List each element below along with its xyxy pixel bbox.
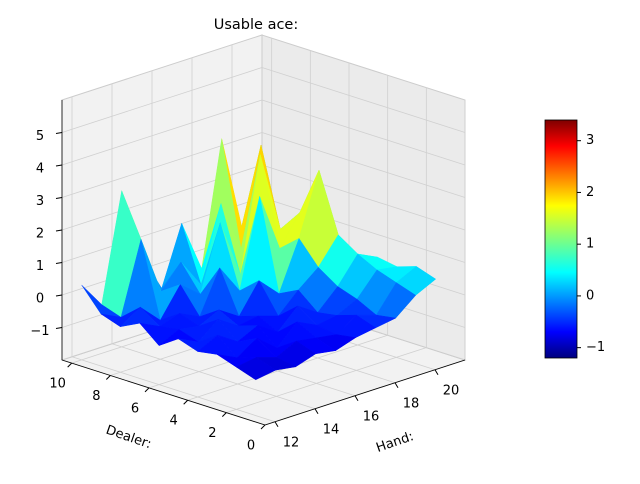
y-tick	[144, 387, 150, 393]
y-tick	[183, 399, 189, 405]
y-axis-label: Dealer:	[104, 423, 153, 453]
grid-line	[261, 132, 466, 198]
x-tick	[434, 369, 439, 376]
grid-line	[226, 347, 427, 413]
chart-title: Usable ace:	[214, 17, 298, 33]
colorbar	[544, 119, 578, 359]
x-tick-label: 20	[443, 383, 460, 398]
z-tick	[55, 262, 63, 264]
x-tick-label: 16	[363, 409, 380, 424]
y-tick-label: 2	[208, 426, 216, 441]
y-tick-label: 8	[92, 389, 100, 404]
x-tick	[314, 408, 319, 415]
colorbar-tick-label: 0	[586, 288, 594, 303]
x-tick	[394, 382, 399, 389]
y-tick-label: 6	[131, 401, 139, 416]
x-tick-label: 12	[283, 435, 300, 450]
colorbar-tick-label: 3	[586, 133, 594, 148]
z-tick	[55, 197, 63, 199]
z-tick-label: 4	[36, 162, 44, 177]
z-tick-label: 2	[36, 227, 44, 242]
colorbar-tick-label: 2	[586, 185, 594, 200]
grid-line	[261, 197, 466, 263]
x-tick-label: 14	[323, 422, 340, 437]
colorbar-tick-label: 1	[586, 237, 594, 252]
y-tick	[221, 412, 227, 417]
y-tick-label: 10	[49, 377, 66, 392]
grid-line	[71, 356, 276, 423]
x-tick	[354, 395, 359, 402]
z-tick	[55, 294, 63, 297]
colorbar-tick-label: −1	[586, 340, 605, 355]
z-tick	[55, 164, 63, 167]
x-axis-label: Hand:	[374, 429, 415, 456]
grid-line	[261, 67, 466, 133]
axis-line	[264, 359, 466, 426]
z-tick	[55, 132, 63, 134]
x-tick-label: 18	[403, 396, 420, 411]
y-tick-label: 4	[170, 414, 178, 429]
surface-patch	[235, 357, 277, 381]
axis-line	[61, 359, 266, 426]
y-tick	[105, 375, 111, 380]
grid-line	[111, 343, 316, 410]
grid-line	[61, 99, 263, 166]
z-tick-label: 3	[36, 194, 44, 209]
x-tick	[274, 421, 279, 428]
z-tick-label: 5	[36, 129, 44, 144]
z-tick-label: −1	[30, 324, 49, 339]
z-tick-label: 0	[36, 292, 44, 307]
z-tick-label: 1	[36, 259, 44, 274]
y-tick	[67, 362, 73, 368]
z-tick	[55, 229, 63, 232]
y-tick	[260, 424, 266, 430]
grid-line	[261, 99, 466, 166]
z-tick	[55, 327, 63, 329]
grid-line	[261, 164, 466, 231]
grid-line	[61, 132, 263, 198]
grid-line	[61, 67, 263, 133]
y-tick-label: 0	[247, 439, 255, 454]
